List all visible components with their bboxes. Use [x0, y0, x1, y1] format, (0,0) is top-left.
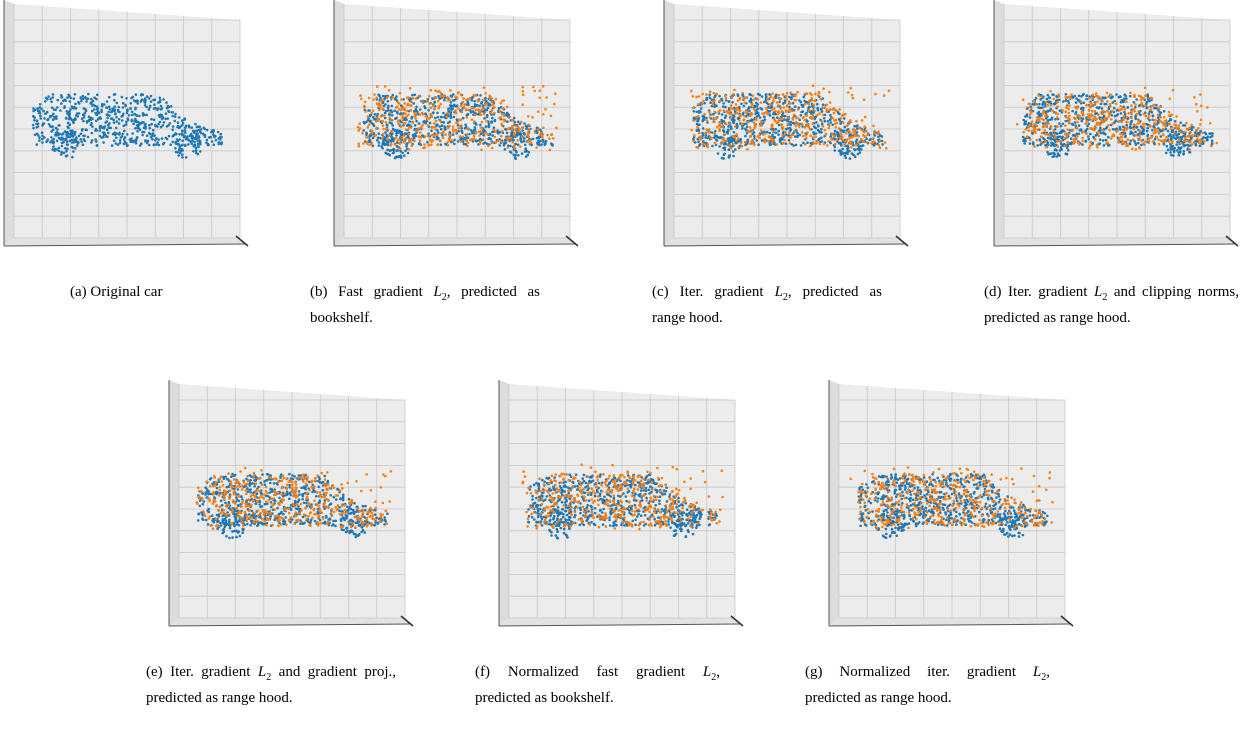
caption-math: L2	[1033, 664, 1046, 680]
panel-f: (f) Normalized fast gradient L2, predict…	[495, 380, 745, 750]
caption-text: Normalized fast gradient	[508, 664, 703, 680]
point-cloud-svg	[165, 380, 415, 630]
caption-label: (b)	[310, 284, 328, 300]
point-cloud-svg	[660, 0, 910, 250]
caption-label: (d)	[984, 284, 1002, 300]
caption-text: Iter. gradient	[1008, 284, 1094, 300]
caption-math: L2	[775, 284, 788, 300]
caption-math: L2	[1094, 284, 1107, 300]
caption-text: Normalized iter. gradient	[839, 664, 1033, 680]
caption-text: Fast gradient	[338, 284, 433, 300]
caption-text: Iter. gradient	[680, 284, 775, 300]
car-point-cloud-plot	[825, 380, 1075, 630]
caption-text: Original car	[90, 284, 162, 300]
panel-b: (b) Fast gradient L2, predicted as books…	[330, 0, 580, 370]
caption-e: (e) Iter. gradient L2 and gradient proj.…	[146, 662, 396, 708]
point-cloud-svg	[330, 0, 580, 250]
caption-a: (a) Original car	[70, 282, 250, 302]
point-cloud-svg	[990, 0, 1240, 250]
point-cloud-svg	[825, 380, 1075, 630]
caption-g: (g) Normalized iter. gradient L2, predic…	[805, 662, 1050, 708]
caption-label: (e)	[146, 664, 163, 680]
caption-label: (a)	[70, 284, 87, 300]
panel-a: (a) Original car	[0, 0, 250, 370]
caption-d: (d) Iter. gradient L2 and clipping norms…	[984, 282, 1239, 328]
car-point-cloud-plot	[660, 0, 910, 250]
panel-d: (d) Iter. gradient L2 and clipping norms…	[990, 0, 1240, 370]
caption-b: (b) Fast gradient L2, predicted as books…	[310, 282, 540, 328]
caption-c: (c) Iter. gradient L2, predicted as rang…	[652, 282, 882, 328]
car-point-cloud-plot	[0, 0, 250, 250]
car-point-cloud-plot	[330, 0, 580, 250]
caption-label: (c)	[652, 284, 669, 300]
caption-math: L2	[703, 664, 716, 680]
point-cloud-svg	[495, 380, 745, 630]
caption-label: (f)	[475, 664, 490, 680]
panel-c: (c) Iter. gradient L2, predicted as rang…	[660, 0, 910, 370]
caption-label: (g)	[805, 664, 823, 680]
caption-math: L2	[258, 664, 271, 680]
panel-g: (g) Normalized iter. gradient L2, predic…	[825, 380, 1075, 750]
caption-f: (f) Normalized fast gradient L2, predict…	[475, 662, 720, 708]
car-point-cloud-plot	[495, 380, 745, 630]
car-point-cloud-plot	[165, 380, 415, 630]
caption-text: Iter. gradient	[170, 664, 258, 680]
panel-e: (e) Iter. gradient L2 and gradient proj.…	[165, 380, 415, 750]
car-point-cloud-plot	[990, 0, 1240, 250]
point-cloud-svg	[0, 0, 250, 250]
caption-math: L2	[433, 284, 446, 300]
